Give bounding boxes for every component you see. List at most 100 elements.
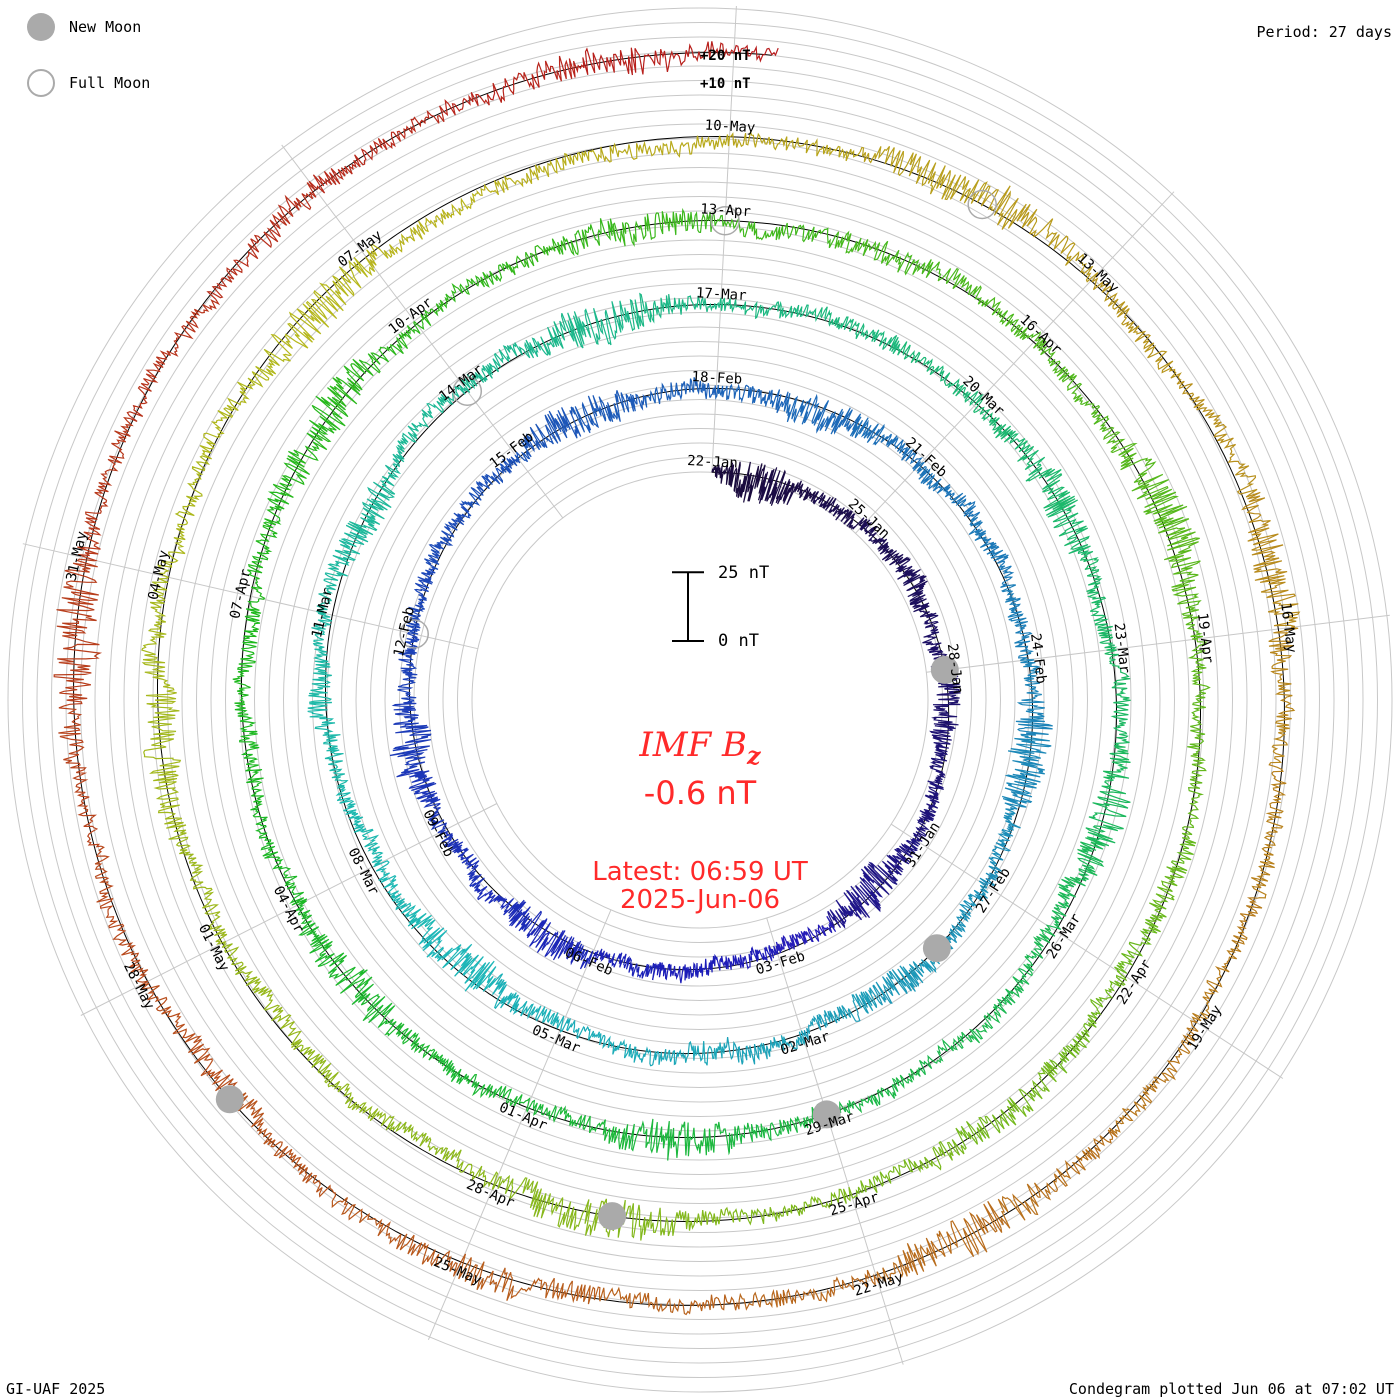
reference-ring [123, 123, 1277, 1277]
bz-trace-segment [993, 924, 1056, 1014]
bz-trace-segment [126, 298, 221, 422]
reference-ring [65, 65, 1335, 1335]
reference-ring [7, 7, 1393, 1393]
date-label: 07-Apr [227, 568, 254, 621]
reference-ring [109, 109, 1291, 1291]
bz-trace-segment [460, 454, 521, 508]
reference-ring [471, 471, 929, 929]
moon-markers [215, 189, 997, 1231]
bz-trace [53, 41, 1301, 1316]
bz-trace-segment [722, 1030, 806, 1065]
bz-trace-segment [652, 953, 718, 984]
bz-trace-segment [373, 860, 436, 932]
bz-trace-segment [270, 256, 376, 362]
bz-trace-segment [612, 207, 726, 248]
bz-trace-segment [327, 321, 421, 407]
bz-trace-segment [876, 1200, 1011, 1284]
bz-trace-segment [345, 450, 405, 536]
bz-trace-segment [638, 1040, 724, 1067]
radial-spoke [890, 823, 1284, 1079]
bz-trace-segment [156, 455, 212, 578]
reference-ring [167, 167, 1233, 1233]
reference-ring [225, 225, 1175, 1175]
bz-trace-segment [221, 942, 302, 1048]
date-label: 10-May [704, 117, 755, 136]
bz-trace-segment [1187, 638, 1211, 755]
reference-ring [312, 312, 1088, 1088]
bz-trace-segment [859, 519, 911, 566]
bz-trace-segment [1241, 491, 1301, 627]
bz-trace-segment [396, 768, 448, 834]
date-label: 16-May [1277, 602, 1299, 654]
bz-trace-segment [612, 1199, 735, 1241]
bz-trace-segment [1001, 584, 1035, 661]
bz-trace-segment [897, 341, 984, 407]
center-title-main: IMF B [639, 725, 747, 765]
source-label: GI-UAF 2025 [6, 1380, 106, 1398]
bz-trace-segment [968, 514, 1015, 588]
bz-trace-segment [1102, 426, 1188, 529]
bz-trace-segment [1104, 648, 1131, 747]
bz-trace-segment [955, 1061, 1058, 1151]
ring-label-inner: +10 nT [700, 76, 751, 92]
bz-trace-segment [526, 1099, 629, 1150]
scale-top-label: 25 nT [718, 563, 770, 583]
bz-trace-segment [869, 946, 947, 1006]
bz-trace-segment [588, 948, 656, 981]
reference-ring [51, 51, 1349, 1349]
bz-trace-segment [308, 612, 333, 704]
reference-ring [22, 22, 1378, 1378]
bz-trace-segment [1085, 745, 1131, 847]
bz-trace-segment [234, 702, 265, 811]
bz-trace-segment [980, 185, 1099, 283]
reference-ring [138, 138, 1262, 1262]
bz-trace-segment [570, 390, 646, 434]
bz-trace-segment [912, 780, 944, 842]
date-label: 27-Feb [973, 865, 1014, 916]
radial-spoke [926, 614, 1390, 673]
center-latest-date: 2025-Jun-06 [619, 885, 781, 915]
bz-trace-segment [508, 218, 617, 276]
reference-ring [181, 181, 1219, 1219]
bz-trace-segment [757, 467, 819, 506]
bz-trace-segment [58, 703, 102, 848]
bz-trace-segment [53, 558, 103, 705]
bz-trace-segment [826, 868, 884, 930]
bz-trace-segment [937, 267, 1041, 341]
bz-trace-segment [849, 416, 923, 471]
bz-trace-segment [476, 148, 601, 196]
bz-trace-segment [1047, 837, 1109, 931]
radial-spoke [427, 909, 612, 1340]
bz-trace-segment [559, 1018, 641, 1063]
bz-trace-segment [825, 1068, 921, 1120]
date-label: 23-Mar [1110, 622, 1132, 674]
bz-trace-segment [834, 230, 942, 282]
reference-ring [355, 355, 1045, 1045]
legend-full-moon: Full Moon [27, 69, 150, 97]
bz-trace-segment [1015, 659, 1053, 736]
bz-trace-segment [1157, 518, 1203, 640]
scale-bottom-label: 0 nT [718, 631, 759, 651]
bz-trace-segment [458, 1253, 601, 1305]
bz-trace-segment [863, 837, 921, 895]
bz-trace-segment [812, 491, 868, 531]
date-label: 18-Feb [691, 369, 742, 388]
bz-trace-segment [94, 845, 149, 987]
bz-trace-segment [783, 393, 862, 435]
date-label: 06-Feb [562, 945, 615, 979]
bz-trace-segment [199, 348, 291, 460]
bz-trace-segment [335, 786, 384, 868]
bz-trace-segment [385, 1118, 499, 1190]
bz-trace-segment [308, 109, 445, 194]
new-moon-marker [922, 934, 951, 963]
bz-trace-segment [935, 880, 989, 954]
bz-trace-segment [629, 292, 722, 332]
date-label: 13-May [1074, 250, 1122, 296]
bz-trace-segment [852, 1139, 965, 1199]
bz-trace-segment [1079, 555, 1118, 650]
date-label: 22-Jan [687, 453, 738, 472]
bz-trace-segment [728, 1102, 829, 1153]
bz-trace-segment [598, 1286, 740, 1316]
bz-trace-segment [307, 701, 349, 789]
bz-trace-segment [711, 461, 767, 503]
